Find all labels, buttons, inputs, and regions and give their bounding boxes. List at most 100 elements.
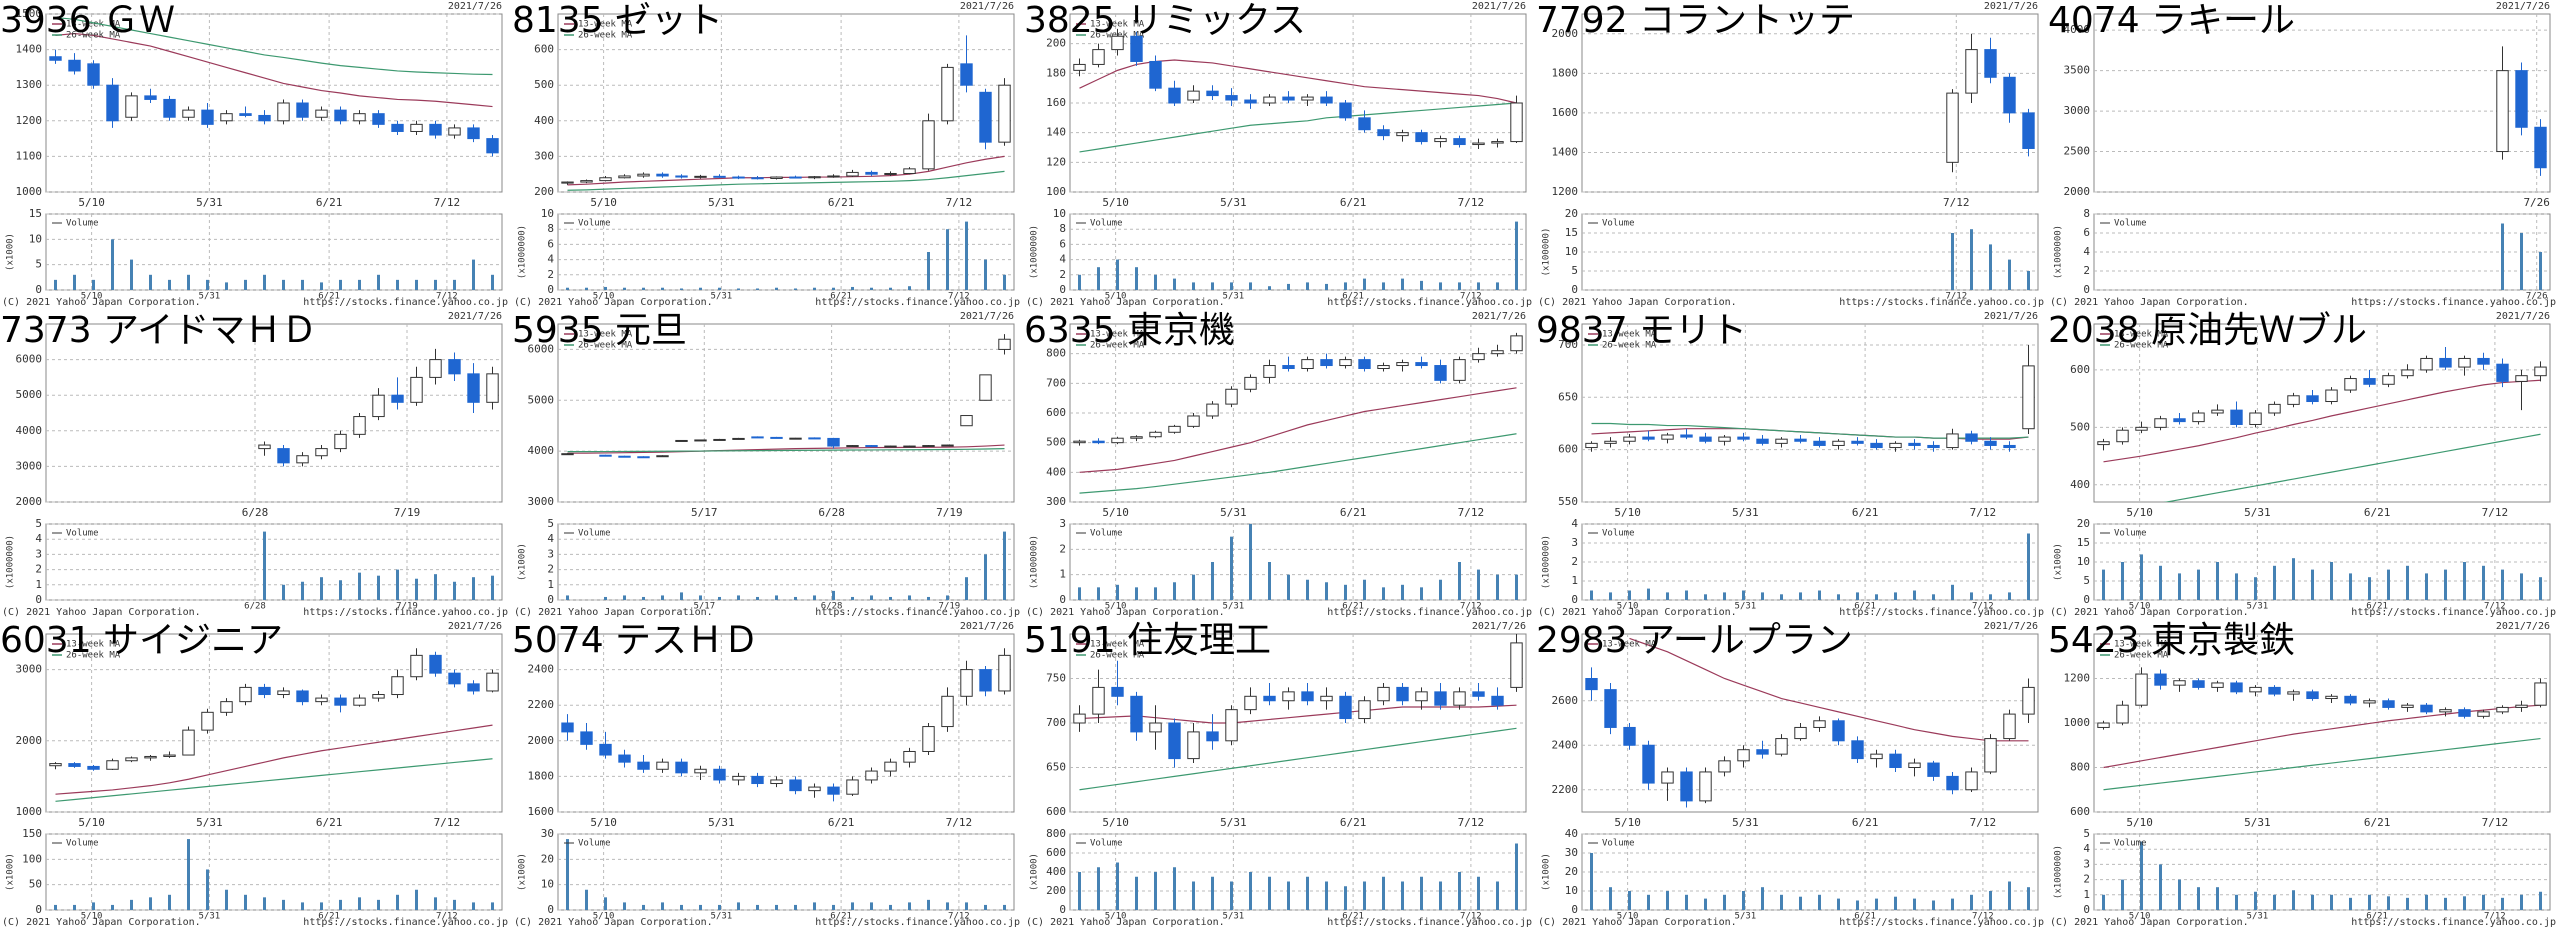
candle-body [1870, 753, 1883, 760]
volume-bar [111, 904, 114, 910]
volume-bar [2273, 894, 2276, 910]
candle-body [258, 444, 271, 450]
legend-label: Volume [1602, 219, 1635, 229]
y-tick-label: 160 [1046, 96, 1066, 109]
candle-body [68, 59, 81, 72]
source-url: https://stocks.finance.yahoo.co.jp [815, 297, 1020, 308]
candle-body [2135, 673, 2148, 706]
y-tick-label: 600 [1046, 846, 1066, 859]
candle-body [846, 445, 859, 448]
date-label: 2021/7/26 [1472, 311, 1526, 322]
candle-body [2534, 366, 2547, 377]
candle-body [2496, 363, 2509, 382]
source-url: https://stocks.finance.yahoo.co.jp [815, 917, 1020, 928]
volume-bar [870, 595, 873, 600]
candle-body [1604, 689, 1617, 728]
volume-plot-area [45, 213, 503, 291]
volume-bar [1078, 872, 1081, 910]
x-tick-label: 6/21 [1342, 292, 1364, 302]
y-tick-label: 3 [547, 547, 554, 560]
y-tick-label: 0 [1059, 283, 1066, 296]
volume-bar [604, 286, 607, 290]
source-url: https://stocks.finance.yahoo.co.jp [2351, 607, 2556, 618]
candle-body [789, 176, 802, 179]
y-tick-label: 2 [547, 563, 554, 576]
volume-unit-label: (x1000) [1030, 853, 1040, 891]
volume-bar [244, 279, 247, 290]
volume-unit-label: (x1000000) [1542, 535, 1552, 589]
candle-body [1244, 695, 1257, 711]
volume-bar [2425, 894, 2428, 910]
volume-bar [1647, 894, 1650, 910]
stock-panel: 400 500 600 0 5 10 15 20 5/10 5/10 5/31 5/31 6/21 6/2… [2048, 310, 2556, 618]
volume-bar [1799, 592, 1802, 600]
legend-label: 13-week MA [1090, 20, 1145, 30]
x-tick-label: 6/21 [830, 292, 852, 302]
y-tick-label: 3 [1571, 536, 1578, 549]
candle-body [2401, 704, 2414, 708]
volume-bar [1856, 900, 1859, 910]
x-tick-label: 7/12 [1460, 292, 1482, 302]
candle-body [258, 114, 271, 122]
y-tick-label: 4 [2083, 245, 2090, 258]
candle-body [1415, 362, 1428, 367]
volume-bar [775, 904, 778, 910]
stock-panel: 1600 1800 2000 2200 2400 0 10 20 30 5/10 5/10 5/31 5… [512, 620, 1020, 928]
volume-bar [282, 584, 285, 600]
volume-bar [1401, 278, 1404, 290]
volume-bar [434, 897, 437, 910]
candle-body [1889, 442, 1902, 449]
candle-body [2173, 418, 2186, 423]
candle-body [2382, 700, 2395, 708]
volume-bar [832, 904, 835, 910]
ma-line [567, 444, 1005, 454]
volume-bar [1173, 278, 1176, 290]
volume-bar [168, 279, 171, 290]
y-tick-label: 1200 [2064, 672, 2091, 685]
candle-body [2003, 713, 2016, 740]
candle-body [87, 765, 100, 770]
volume-bar [92, 902, 95, 910]
candle-body [1472, 353, 1485, 361]
volume-bar [680, 904, 683, 910]
y-tick-label: 0 [2083, 903, 2090, 916]
legend-label: 13-week MA [2114, 640, 2169, 650]
volume-bar [1249, 524, 1252, 600]
volume-bar [1420, 876, 1423, 910]
candle-body [296, 102, 309, 118]
candle-body [2003, 444, 2016, 449]
y-tick-label: 1 [547, 578, 554, 591]
y-tick-label: 2400 [1552, 738, 1579, 751]
y-tick-label: 5000 [528, 393, 555, 406]
volume-bar [149, 897, 152, 910]
x-tick-label: 6/21 [2364, 506, 2391, 519]
x-tick-label: 7/12 [1460, 912, 1482, 922]
volume-bar [2254, 577, 2257, 600]
candle-body [618, 175, 631, 179]
volume-bar [566, 839, 569, 910]
x-tick-label: 5/10 [590, 816, 617, 829]
candle-body [884, 761, 897, 772]
chart-title: 7792 コラントッテ [1536, 0, 1855, 41]
candle-body [1263, 695, 1276, 702]
source-url: https://stocks.finance.yahoo.co.jp [2351, 297, 2556, 308]
y-tick-label: 30 [541, 827, 554, 840]
volume-bar [1515, 221, 1518, 290]
volume-bar [623, 902, 626, 910]
y-tick-label: 8 [2083, 207, 2090, 220]
candle-body [960, 415, 973, 427]
volume-bar [1192, 282, 1195, 290]
y-tick-label: 650 [1046, 761, 1066, 774]
y-tick-label: 15 [1565, 226, 1578, 239]
volume-bar [377, 575, 380, 600]
candle-body [1206, 403, 1219, 417]
candle-body [1225, 709, 1238, 742]
ma-line [2103, 379, 2541, 463]
candle-body [1510, 642, 1523, 688]
x-tick-label: 7/12 [434, 816, 461, 829]
volume-bar [1458, 872, 1461, 910]
volume-bar [604, 897, 607, 910]
candle-body [2515, 70, 2528, 128]
x-tick-label: 7/12 [1458, 816, 1485, 829]
volume-bar [111, 239, 114, 290]
